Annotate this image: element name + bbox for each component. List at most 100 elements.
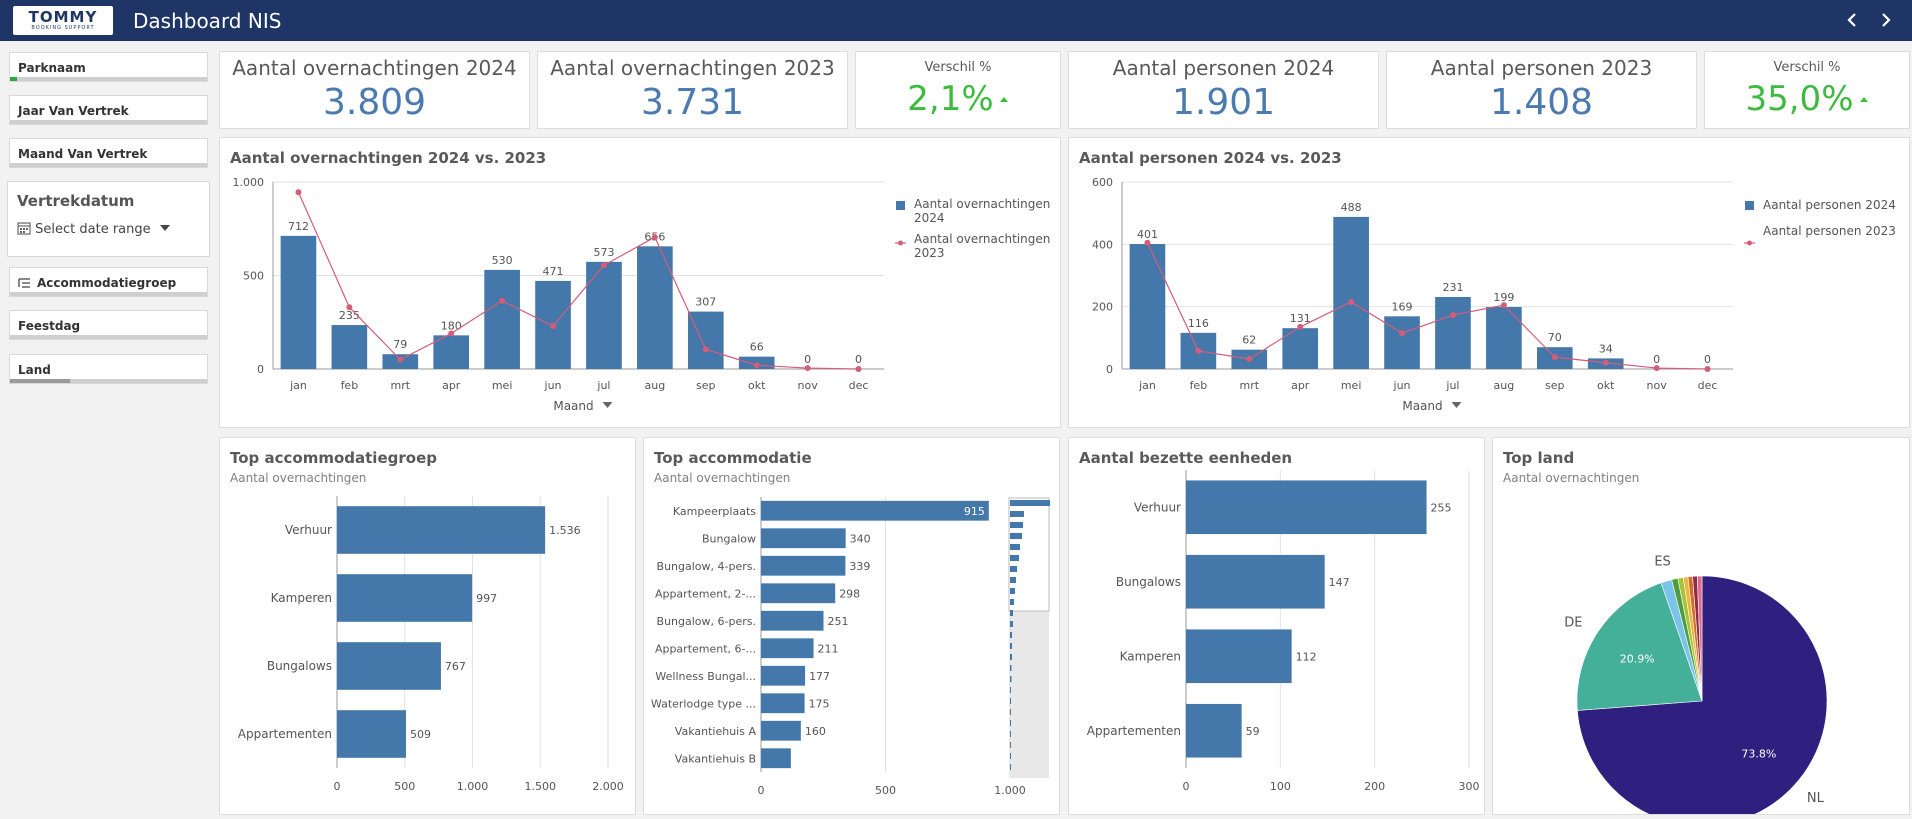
category-label: Waterlodge type ... <box>651 697 756 710</box>
kpi-overnachtingen-2024[interactable]: Aantal overnachtingen 2024 3.809 <box>219 51 530 129</box>
kpi-label: Aantal overnachtingen 2024 <box>232 56 517 80</box>
pie-slice <box>1696 575 1703 702</box>
filter-jaar-van-vertrek[interactable]: Jaar Van Vertrek <box>9 95 208 125</box>
logo: TOMMY BOOKING SUPPORT <box>13 6 113 35</box>
x-tick-label: nov <box>1647 379 1668 392</box>
select-date-range-button[interactable]: Select date range <box>17 221 171 237</box>
chart-title: Aantal personen 2024 vs. 2023 <box>1079 149 1342 167</box>
minimap-bar <box>1010 610 1013 616</box>
x-tick-label: apr <box>1291 379 1310 392</box>
hierarchy-icon <box>18 278 30 288</box>
filter-accommodatiegroep-selection-bar <box>10 292 207 296</box>
kpi-verschil-overnachtingen[interactable]: Verschil % 2,1% <box>855 51 1061 129</box>
legend-label: Aantal overnachtingen <box>914 232 1050 246</box>
data-label: 62 <box>1242 334 1256 347</box>
x-tick-label: 200 <box>1364 780 1385 793</box>
line-point <box>702 346 709 353</box>
data-label: 307 <box>695 296 716 309</box>
chart-top-accommodatie-panel[interactable]: Top accommodatie Aantal overnachtingen 0… <box>643 437 1060 815</box>
data-label: 169 <box>1392 300 1413 313</box>
chart-overnachtingen-panel[interactable]: Aantal overnachtingen 2024 vs. 2023 0 500… <box>219 137 1061 428</box>
x-tick-label: apr <box>442 379 461 392</box>
y-tick-label: 1.000 <box>233 176 265 189</box>
minimap-bar <box>1010 511 1024 517</box>
next-sheet-button[interactable] <box>1874 8 1898 32</box>
data-label: 339 <box>849 560 870 573</box>
bar <box>761 528 846 549</box>
bar <box>280 235 317 369</box>
previous-sheet-button[interactable] <box>1840 8 1864 32</box>
category-label: Kamperen <box>271 591 332 605</box>
minimap-bar <box>1010 709 1011 715</box>
category-label: Appartementen <box>238 727 332 741</box>
x-axis-dropdown-icon <box>1451 402 1462 408</box>
x-tick-label: aug <box>645 379 666 392</box>
legend-label-year: 2024 <box>914 211 945 225</box>
x-tick-label: nov <box>798 379 819 392</box>
chart-subtitle: Aantal overnachtingen <box>230 471 367 485</box>
x-tick-label: feb <box>1190 379 1208 392</box>
kpi-personen-2024[interactable]: Aantal personen 2024 1.901 <box>1068 51 1379 129</box>
chart-top-accommodatiegroep[interactable]: 0 500 1.000 1.500 2.000 Verhuur 1.536 Kamperen 9… <box>220 438 635 814</box>
kpi-label: Aantal personen 2023 <box>1430 56 1653 80</box>
minimap-bar <box>1010 720 1011 726</box>
data-label: 573 <box>593 246 614 259</box>
chart-top-accommodatie[interactable]: 0 500 1.000 Kampeerplaats 915 Bungalow 340 Bung… <box>644 438 1059 814</box>
chart-personen[interactable]: 0 200 400 600 401 jan 116 feb 62 mrt 131 apr 488 mei 1… <box>1069 138 1909 427</box>
line-point <box>804 365 811 372</box>
minimap-bar <box>1010 753 1011 759</box>
data-label: 251 <box>827 615 848 628</box>
kpi-value: 1.901 <box>1171 82 1276 123</box>
category-label: Kampeerplaats <box>673 505 756 518</box>
filter-feestdag[interactable]: Feestdag <box>9 310 208 340</box>
data-label: 175 <box>809 697 830 710</box>
bar <box>1129 244 1166 369</box>
filter-land[interactable]: Land <box>9 354 208 384</box>
logo-word: TOMMY <box>28 8 98 26</box>
bar <box>761 583 836 604</box>
chart-overnachtingen[interactable]: 05001.000712jan235feb79mrt180apr530mei47… <box>220 138 1060 427</box>
filter-jaar-label: Jaar Van Vertrek <box>18 104 129 118</box>
kpi-overnachtingen-2023[interactable]: Aantal overnachtingen 2023 3.731 <box>537 51 848 129</box>
category-label: Appartement, 2-... <box>655 587 756 600</box>
kpi-value: 35,0% <box>1705 79 1909 119</box>
category-label: Appartementen <box>1087 724 1181 738</box>
line-point <box>855 366 862 372</box>
chart-bezette-eenheden-panel[interactable]: Aantal bezette eenheden 0 100 200 300 Verhuu… <box>1068 437 1485 815</box>
kpi-personen-2023[interactable]: Aantal personen 2023 1.408 <box>1386 51 1697 129</box>
select-date-range-label: Select date range <box>35 222 151 237</box>
x-tick-label: jul <box>596 379 610 392</box>
x-tick-label: dec <box>849 379 869 392</box>
line-point <box>499 297 506 304</box>
category-label: Bungalows <box>267 659 332 673</box>
kpi-value: 3.809 <box>322 82 427 123</box>
bar <box>1186 629 1292 684</box>
data-label: 180 <box>441 319 462 332</box>
line-point <box>1399 330 1406 337</box>
filter-accommodatiegroep[interactable]: Accommodatiegroep <box>9 267 208 297</box>
chart-top-land[interactable]: 73.8% NL 20.9% DE ES <box>1493 438 1909 814</box>
chart-top-accommodatiegroep-panel[interactable]: Top accommodatiegroep Aantal overnachtin… <box>219 437 636 815</box>
x-axis-label: Maand <box>553 399 593 413</box>
line-point <box>1246 356 1253 363</box>
x-tick-label: dec <box>1698 379 1718 392</box>
filter-maand-van-vertrek[interactable]: Maand Van Vertrek <box>9 138 208 168</box>
line-point <box>1704 366 1711 372</box>
line-point <box>1195 347 1202 354</box>
legend-label: Aantal overnachtingen <box>914 197 1050 211</box>
chart-top-land-panel[interactable]: Top land Aantal overnachtingen 73.8% NL 20… <box>1492 437 1910 815</box>
bar <box>1186 703 1242 758</box>
data-label: 1.536 <box>549 524 581 537</box>
data-label: 340 <box>850 532 871 545</box>
minimap-bar <box>1010 599 1014 605</box>
chart-bezette-eenheden[interactable]: 0 100 200 300 Verhuur 255 Bungalows 147 Kamperen… <box>1069 438 1484 814</box>
kpi-verschil-personen[interactable]: Verschil % 35,0% <box>1704 51 1910 129</box>
trend-up-icon <box>1859 97 1868 102</box>
chart-personen-panel[interactable]: Aantal personen 2024 vs. 2023 0 200 400 600… <box>1068 137 1910 428</box>
x-tick-label: 100 <box>1270 780 1291 793</box>
filter-parknaam[interactable]: Parknaam <box>9 52 208 82</box>
bar <box>761 665 806 686</box>
kpi-label: Aantal overnachtingen 2023 <box>550 56 835 80</box>
minimap-bar <box>1010 687 1011 693</box>
line-point <box>1602 359 1609 366</box>
